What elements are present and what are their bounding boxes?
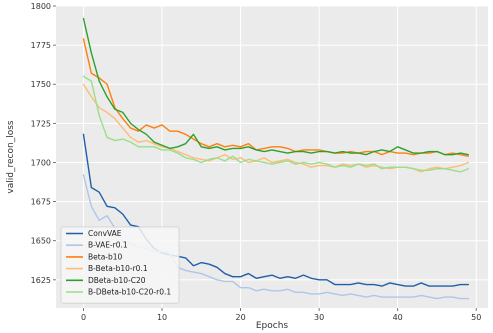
legend-entry: B-VAE-r0.1 — [88, 241, 128, 250]
x-tick-label: 50 — [471, 313, 481, 322]
legend: ConvVAE B-VAE-r0.1 Beta-b10 B-Beta-b10-r0.1… — [60, 226, 180, 304]
series-lines — [82, 17, 470, 300]
y-axis-label: valid_recon_loss — [6, 120, 16, 193]
x-tick-label: 0 — [81, 313, 86, 322]
y-tick-label: 1800 — [31, 2, 51, 11]
y-tick-label: 1700 — [31, 158, 51, 167]
legend-entry: B-DBeta-b10-C20-r0.1 — [88, 288, 171, 297]
legend-entry: B-Beta-b10-r0.1 — [88, 264, 148, 273]
legend-box — [60, 226, 180, 304]
x-tick-label: 40 — [393, 313, 403, 322]
x-tick-label: 30 — [314, 313, 324, 322]
axis-ticks: 0 10 20 30 40 50 1625 1650 1675 1700 1725 1750 1775 1… — [31, 2, 482, 322]
y-tick-label: 1775 — [31, 41, 51, 50]
series-line-6 — [82, 75, 470, 173]
series-line-5 — [82, 17, 470, 156]
y-tick-label: 1650 — [31, 237, 51, 246]
x-axis-label: Epochs — [256, 321, 289, 331]
y-tick-label: 1725 — [31, 119, 51, 128]
legend-entry: DBeta-b10-C20 — [88, 276, 146, 285]
legend-entry: Beta-b10 — [88, 252, 123, 261]
series-line-3 — [82, 38, 470, 157]
legend-entry: ConvVAE — [88, 229, 122, 238]
x-tick-label: 10 — [157, 313, 167, 322]
y-tick-label: 1675 — [31, 198, 51, 207]
y-tick-label: 1750 — [31, 80, 51, 89]
x-tick-label: 20 — [235, 313, 245, 322]
y-tick-label: 1625 — [31, 276, 51, 285]
